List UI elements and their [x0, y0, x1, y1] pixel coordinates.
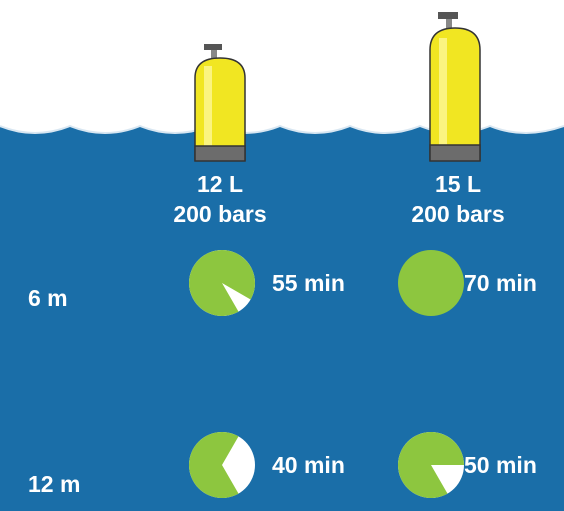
tank-body [194, 57, 246, 161]
duration-pie [189, 432, 239, 498]
tank-highlight [439, 38, 447, 146]
tank-boot [429, 144, 481, 162]
valve [438, 12, 458, 19]
tank-volume: 15 L [435, 171, 481, 197]
tank-volume: 12 L [197, 171, 243, 197]
tank-body [429, 27, 481, 161]
valve-neck [211, 50, 217, 58]
duration-label: 40 min [272, 452, 345, 478]
tank-highlight [204, 66, 212, 146]
duration-label: 50 min [464, 452, 537, 478]
duration-pie [189, 249, 256, 316]
duration-label: 55 min [272, 270, 345, 296]
tank-pressure: 200 bars [411, 201, 504, 227]
duration-label: 70 min [464, 270, 537, 296]
valve-neck [446, 19, 452, 28]
depth-label: 6 m [28, 285, 68, 311]
duration-pie [397, 432, 464, 499]
tank [194, 44, 246, 162]
duration-pie [398, 250, 464, 316]
tank-pressure: 200 bars [173, 201, 266, 227]
depth-label: 12 m [28, 471, 80, 497]
water [0, 126, 564, 511]
tank [429, 12, 481, 162]
tank-boot [194, 145, 246, 162]
valve [204, 44, 222, 50]
